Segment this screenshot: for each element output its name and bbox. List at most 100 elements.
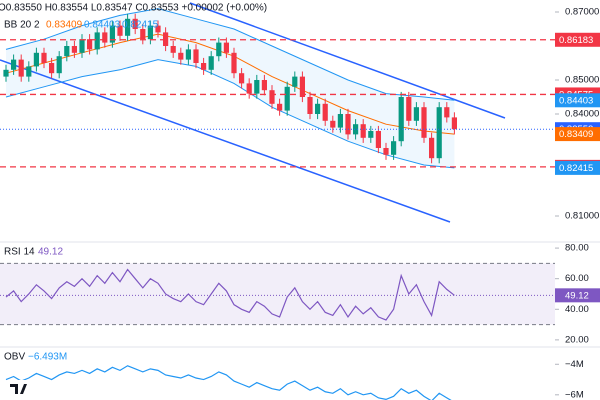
- candle-body: [269, 90, 275, 104]
- candle-body: [201, 63, 207, 70]
- y-tick-label: 0.85000: [565, 75, 599, 86]
- candle-body: [277, 103, 283, 111]
- price-label: 0.84403: [559, 95, 593, 106]
- candle-body: [41, 52, 47, 64]
- trendline: [0, 59, 451, 223]
- candle-body: [155, 25, 161, 33]
- price-label: 0.86183: [559, 35, 593, 46]
- candle-body: [322, 103, 328, 121]
- rsi-pane: [0, 262, 555, 326]
- candle-body: [406, 96, 412, 121]
- price-pane: [0, 2, 506, 223]
- candle-body: [353, 124, 359, 135]
- candle-body: [125, 18, 131, 36]
- candle-body: [79, 39, 85, 53]
- price-label-box: [555, 32, 600, 47]
- candle-body: [246, 83, 252, 94]
- bb-label: BB 20 2: [4, 20, 40, 31]
- candle-body: [11, 59, 17, 70]
- candle-body: [33, 52, 39, 67]
- y-tick-label: −4M: [565, 359, 584, 370]
- price-label-box: [555, 127, 600, 142]
- candle-body: [109, 25, 115, 43]
- candle-body: [208, 56, 214, 70]
- candle-body: [117, 25, 123, 36]
- candle-body: [421, 107, 427, 138]
- candle-body: [147, 25, 153, 40]
- candle-body: [231, 52, 237, 74]
- y-tick-label: 0.81000: [565, 211, 599, 222]
- bb-upper: 0.84403: [84, 20, 121, 31]
- candle-body: [368, 130, 374, 138]
- candle-body: [429, 137, 435, 159]
- candle-body: [178, 52, 184, 60]
- candle-body: [216, 42, 222, 57]
- obv-value: −6.493M: [28, 352, 67, 363]
- price-label-box: [555, 93, 600, 108]
- candle-body: [185, 49, 191, 60]
- candle-body: [444, 107, 450, 118]
- band-fill: [6, 8, 455, 168]
- candle-body: [330, 120, 336, 128]
- candle-body: [436, 107, 442, 159]
- candle-body: [56, 56, 62, 74]
- bb-middle: 0.83409: [46, 20, 83, 31]
- candle-body: [26, 66, 32, 77]
- obv-pane: [5, 365, 452, 400]
- candle-body: [3, 69, 9, 77]
- candle-body: [413, 107, 419, 121]
- candle-body: [292, 76, 298, 87]
- y-tick-label: 60.00: [565, 273, 589, 284]
- candle-body: [223, 42, 229, 53]
- candle-body: [284, 86, 290, 111]
- price-label: 0.83409: [559, 129, 593, 140]
- candle-body: [254, 80, 260, 94]
- obv-label: OBV: [4, 352, 25, 363]
- indicator-line: [5, 268, 455, 321]
- trendline: [189, 2, 506, 119]
- candle-body: [49, 63, 55, 74]
- candle-body: [193, 49, 199, 64]
- y-tick-label: 0.87000: [565, 7, 599, 18]
- value-label: 49.12: [565, 290, 589, 301]
- bb-lower: 0.82415: [122, 20, 159, 31]
- ohlc-legend: O0.83550 H0.83554 L0.83547 C0.83553 +0.0…: [0, 3, 267, 14]
- price-label-box: [555, 160, 600, 175]
- rsi-band: [0, 263, 555, 325]
- logo: [8, 380, 30, 396]
- candle-body: [360, 124, 366, 138]
- candle-body: [383, 147, 389, 155]
- y-tick-label: 80.00: [565, 243, 589, 254]
- candle-body: [132, 18, 138, 30]
- candle-body: [87, 39, 93, 50]
- candle-body: [315, 103, 321, 114]
- candle-body: [64, 46, 70, 57]
- price-axis: 0.870000.850000.840000.810000.861830.845…: [555, 7, 600, 400]
- rsi-value: 49.12: [38, 247, 63, 258]
- candle-body: [299, 76, 305, 97]
- candle-body: [102, 32, 108, 43]
- candle-body: [261, 80, 267, 91]
- value-label-box: [555, 288, 600, 303]
- candle-body: [398, 96, 404, 142]
- candle-body: [375, 130, 381, 148]
- candle-body: [170, 46, 176, 53]
- candle-body: [140, 29, 146, 40]
- y-tick-label: 40.00: [565, 304, 589, 315]
- candle-body: [94, 32, 100, 50]
- indicator-line: [5, 365, 452, 400]
- rsi-label: RSI 14: [4, 247, 35, 258]
- candle-body: [239, 73, 245, 84]
- price-label: 0.82415: [559, 163, 593, 174]
- candle-body: [451, 117, 457, 130]
- y-tick-label: 0.84000: [565, 109, 599, 120]
- y-tick-label: −6M: [565, 389, 584, 400]
- candle-body: [345, 113, 351, 135]
- y-tick-label: 20.00: [565, 334, 589, 345]
- candle-body: [391, 141, 397, 155]
- candle-body: [307, 96, 313, 114]
- bb-upper: [5, 8, 455, 101]
- candle-body: [71, 46, 77, 53]
- candle-body: [337, 113, 343, 128]
